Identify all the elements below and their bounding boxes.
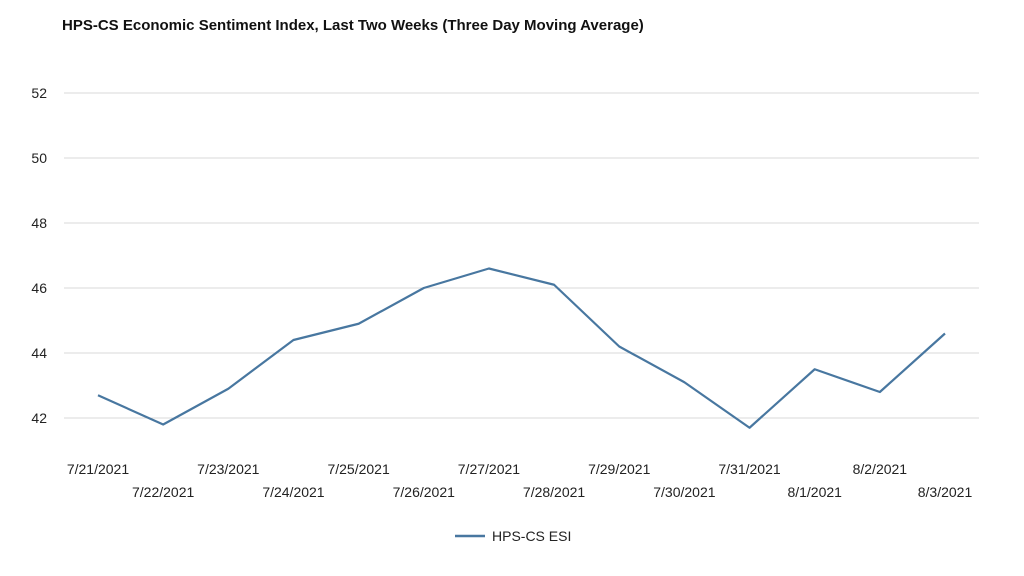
data-point-2[interactable] — [225, 386, 231, 392]
data-point-3[interactable] — [290, 337, 296, 343]
data-point-10[interactable] — [747, 425, 753, 431]
x-tick-label-7: 7/28/2021 — [523, 484, 585, 500]
x-tick-label-12: 8/2/2021 — [853, 461, 908, 477]
data-point-7[interactable] — [551, 282, 557, 288]
data-point-11[interactable] — [812, 366, 818, 372]
chart-title: HPS-CS Economic Sentiment Index, Last Tw… — [62, 17, 644, 34]
x-tick-label-4: 7/25/2021 — [327, 461, 389, 477]
x-axis-ticks: 7/21/20217/22/20217/23/20217/24/20217/25… — [67, 461, 973, 500]
data-point-1[interactable] — [160, 422, 166, 428]
x-tick-label-8: 7/29/2021 — [588, 461, 650, 477]
y-tick-label-52: 52 — [31, 85, 47, 101]
gridlines — [64, 92, 979, 419]
y-tick-label-50: 50 — [31, 150, 47, 166]
legend[interactable]: HPS-CS ESI — [455, 528, 571, 544]
data-point-6[interactable] — [486, 266, 492, 272]
x-tick-label-0: 7/21/2021 — [67, 461, 129, 477]
x-tick-label-10: 7/31/2021 — [718, 461, 780, 477]
y-tick-label-44: 44 — [31, 345, 47, 361]
y-axis-ticks: 42 44 46 48 50 52 — [31, 85, 47, 426]
series-line-hps-cs-esi[interactable] — [97, 267, 946, 429]
y-tick-label-42: 42 — [31, 410, 47, 426]
data-point-9[interactable] — [681, 379, 687, 385]
x-tick-label-6: 7/27/2021 — [458, 461, 520, 477]
data-point-13[interactable] — [942, 331, 948, 337]
data-point-5[interactable] — [421, 285, 427, 291]
series-layer — [95, 266, 948, 431]
data-point-4[interactable] — [356, 321, 362, 327]
data-point-0[interactable] — [95, 392, 101, 398]
x-tick-label-5: 7/26/2021 — [393, 484, 455, 500]
x-tick-label-3: 7/24/2021 — [262, 484, 324, 500]
data-point-12[interactable] — [877, 389, 883, 395]
x-tick-label-13: 8/3/2021 — [918, 484, 973, 500]
y-tick-label-46: 46 — [31, 280, 47, 296]
legend-label-hps-cs-esi: HPS-CS ESI — [492, 528, 571, 544]
x-tick-label-1: 7/22/2021 — [132, 484, 194, 500]
x-tick-label-11: 8/1/2021 — [787, 484, 842, 500]
data-point-8[interactable] — [616, 344, 622, 350]
x-tick-label-2: 7/23/2021 — [197, 461, 259, 477]
x-tick-label-9: 7/30/2021 — [653, 484, 715, 500]
y-tick-label-48: 48 — [31, 215, 47, 231]
